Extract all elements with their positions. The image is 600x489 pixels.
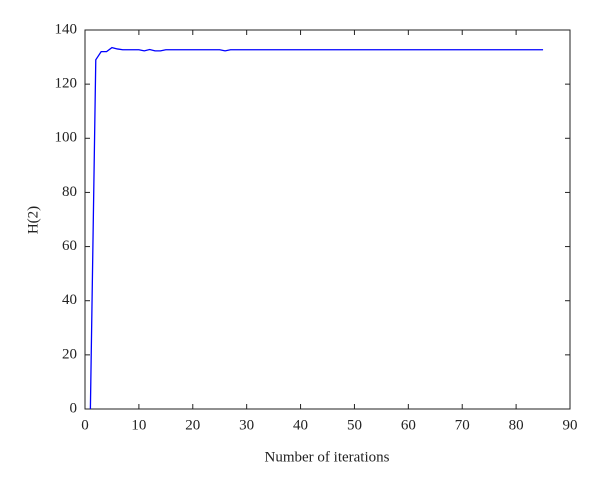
y-tick-label: 0 (70, 400, 78, 416)
x-tick-label: 80 (509, 417, 524, 433)
x-tick-label: 20 (185, 417, 200, 433)
x-tick-label: 0 (81, 417, 89, 433)
data-line (89, 46, 544, 410)
y-tick-label: 60 (62, 238, 77, 254)
y-tick-label: 140 (55, 21, 78, 37)
plot-frame (84, 29, 571, 410)
x-axis-label: Number of iterations (265, 449, 390, 465)
x-tick-label: 30 (239, 417, 254, 433)
y-tick-label: 20 (62, 346, 77, 362)
x-tick-label: 10 (131, 417, 146, 433)
y-tick-label: 100 (55, 130, 78, 146)
x-tick-label: 90 (563, 417, 578, 433)
y-tick-label: 120 (55, 76, 78, 92)
y-axis-label: H(2) (25, 206, 41, 234)
y-tick-label: 80 (62, 184, 77, 200)
x-tick-label: 60 (401, 417, 416, 433)
x-tick-label: 70 (455, 417, 470, 433)
x-tick-label: 50 (347, 417, 362, 433)
x-tick-label: 40 (293, 417, 308, 433)
y-tick-label: 40 (62, 292, 77, 308)
